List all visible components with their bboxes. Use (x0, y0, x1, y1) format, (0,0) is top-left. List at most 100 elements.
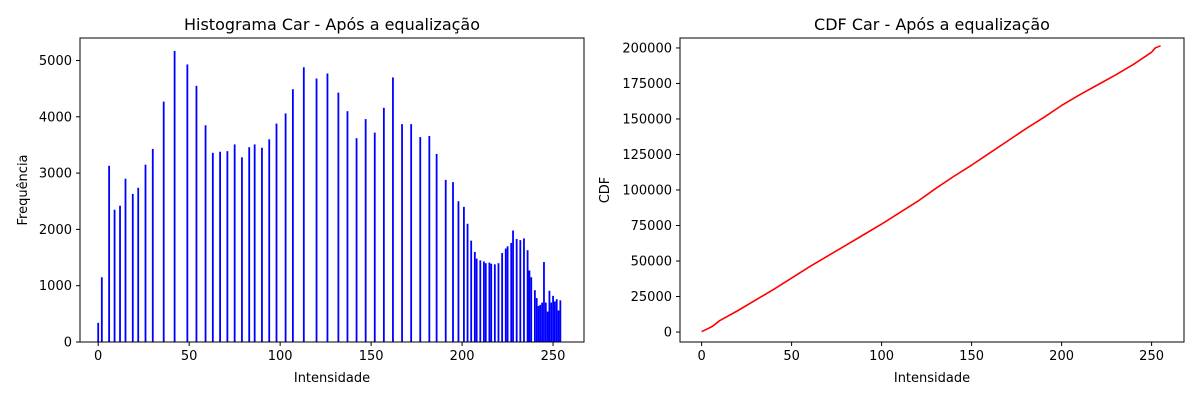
histogram-bar (204, 125, 207, 342)
cdf-y-ticks: 0 25000 50000 75000 100000 125000 150000 175000… (622, 41, 680, 341)
histogram-bar (457, 201, 460, 342)
histogram-bars (97, 50, 562, 343)
histogram-y-tick-label: 3000 (39, 167, 72, 182)
histogram-bar (162, 101, 165, 342)
histogram-bar (506, 246, 509, 342)
cdf-series (701, 45, 1161, 333)
histogram-bar (151, 148, 154, 342)
cdf-ylabel: CDF (598, 177, 613, 204)
histogram-bar (483, 261, 485, 342)
histogram-bar (131, 193, 134, 342)
histogram-bar (337, 92, 340, 342)
histogram-bar (219, 151, 221, 342)
histogram-bar (241, 157, 243, 342)
histogram-bar (515, 238, 518, 342)
histogram-bar (355, 138, 358, 342)
cdf-xlabel: Intensidade (894, 371, 970, 386)
histogram-y-tick-label: 5000 (39, 54, 72, 69)
histogram-bar (275, 123, 278, 342)
histogram-bar (113, 209, 116, 342)
histogram-x-tick-label: 50 (181, 349, 198, 364)
histogram-bar (428, 135, 431, 342)
histogram-bar (504, 248, 507, 342)
cdf-x-tick-label: 0 (697, 349, 705, 364)
cdf-x-tick-label: 150 (959, 349, 984, 364)
histogram-bar (541, 302, 544, 342)
histogram-y-tick-label: 2000 (39, 223, 72, 238)
histogram-plot-frame (79, 37, 585, 343)
histogram-y-tick-label: 4000 (39, 110, 72, 125)
histogram-bar (144, 164, 147, 342)
histogram-bar (401, 124, 403, 342)
histogram-bar (543, 262, 545, 342)
histogram-bar (124, 178, 127, 342)
histogram-bar (233, 144, 236, 342)
histogram-x-tick-label: 250 (541, 349, 566, 364)
histogram-bar (248, 147, 251, 342)
histogram-bar (510, 242, 513, 342)
histogram-bar (173, 50, 176, 342)
cdf-plot-frame (679, 37, 1185, 343)
histogram-bar (119, 205, 121, 342)
histogram-bar (392, 77, 394, 342)
histogram-bar (552, 295, 554, 342)
histogram-bar (284, 113, 287, 342)
histogram-x-tick-label: 200 (450, 349, 475, 364)
histogram-bar (555, 299, 558, 342)
histogram-chart: Histograma Car - Após a equalização Inte… (16, 15, 585, 386)
cdf-x-tick-label: 100 (869, 349, 894, 364)
cdf-y-tick-label: 25000 (631, 290, 672, 305)
histogram-bar (364, 119, 367, 342)
histogram-bar (559, 300, 562, 342)
histogram-bar (470, 240, 473, 342)
histogram-bar (315, 78, 318, 342)
histogram-bar (493, 264, 496, 342)
histogram-bar (326, 73, 329, 342)
histogram-bar (519, 240, 522, 342)
histogram-bar (268, 139, 271, 342)
histogram-y-tick-label: 0 (64, 336, 72, 351)
histogram-x-ticks: 0 50 100 150 200 250 (94, 342, 565, 364)
histogram-bar (548, 290, 551, 342)
histogram-bar (550, 302, 553, 342)
histogram-bar (523, 238, 525, 342)
histogram-bar (410, 124, 413, 342)
cdf-x-tick-label: 200 (1049, 349, 1074, 364)
histogram-bar (546, 311, 549, 342)
cdf-y-tick-label: 150000 (622, 112, 672, 127)
cdf-y-tick-label: 0 (664, 326, 672, 341)
histogram-bar (100, 277, 103, 342)
histogram-bar (195, 85, 198, 342)
histogram-bar (501, 253, 504, 342)
cdf-y-tick-label: 125000 (622, 148, 672, 163)
cdf-y-tick-label: 200000 (622, 41, 672, 56)
histogram-xlabel: Intensidade (294, 371, 370, 386)
histogram-bar (226, 151, 229, 342)
histogram-bar (186, 64, 189, 343)
histogram-bar (533, 290, 536, 342)
histogram-bar (488, 262, 491, 342)
histogram-bar (419, 137, 422, 342)
histogram-bar (557, 310, 560, 342)
histogram-bar (490, 263, 493, 342)
histogram-bar (97, 322, 100, 342)
histogram-x-tick-label: 150 (359, 349, 384, 364)
histogram-bar (537, 305, 540, 342)
histogram-bar (530, 277, 533, 342)
histogram-x-tick-label: 0 (94, 349, 102, 364)
histogram-bar (302, 67, 305, 343)
cdf-chart: CDF Car - Após a equalização Intensidade… (598, 15, 1185, 386)
histogram-bar (253, 144, 256, 342)
histogram-y-ticks: 0 1000 2000 3000 4000 5000 (39, 54, 80, 351)
histogram-bar (539, 304, 542, 342)
histogram-ylabel: Frequência (16, 154, 31, 225)
cdf-x-ticks: 0 50 100 150 200 250 (697, 342, 1164, 364)
cdf-x-tick-label: 50 (783, 349, 800, 364)
histogram-bar (544, 302, 547, 342)
histogram-bar (463, 206, 465, 342)
histogram-bar (475, 258, 478, 342)
cdf-y-tick-label: 50000 (631, 255, 672, 270)
cdf-x-tick-label: 250 (1139, 349, 1164, 364)
histogram-bar (444, 179, 447, 342)
